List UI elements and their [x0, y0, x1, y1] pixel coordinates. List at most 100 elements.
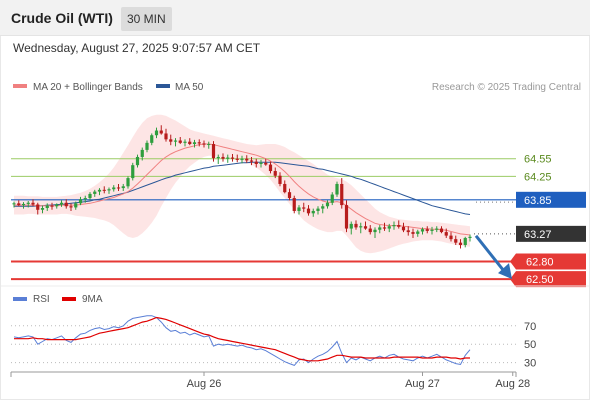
candle-body	[321, 206, 325, 209]
candle-body	[150, 135, 154, 143]
bollinger-band	[14, 114, 470, 254]
candle-body	[116, 187, 121, 189]
interval-button[interactable]: 30 MIN	[121, 7, 172, 31]
candle-body	[406, 230, 410, 233]
candle-body	[449, 235, 453, 240]
instrument-title: Crude Oil (WTI)	[11, 10, 113, 26]
legend-label-ma50: MA 50	[175, 82, 204, 93]
candle	[40, 205, 45, 214]
candle	[297, 205, 301, 215]
candle-body	[340, 183, 344, 206]
candle	[349, 221, 353, 235]
candle-body	[21, 203, 26, 206]
chart-header: Crude Oil (WTI) 30 MIN	[0, 0, 590, 36]
candle-body	[131, 165, 135, 179]
candle-body	[335, 183, 339, 195]
candle-body	[197, 142, 201, 144]
candle-body	[259, 162, 263, 164]
candle	[221, 153, 225, 162]
legend-label-ma20: MA 20 + Bollinger Bands	[33, 82, 143, 93]
candle-body	[31, 202, 35, 205]
candle-body	[454, 239, 458, 243]
x-axis-label: Aug 28	[495, 378, 530, 390]
rsi-level-label: 50	[524, 339, 536, 351]
candle	[150, 133, 154, 146]
candle	[416, 229, 420, 237]
candle-body	[240, 158, 244, 160]
candle-body	[411, 232, 415, 234]
candle-body	[325, 202, 330, 207]
legend-swatch-ma20	[13, 84, 27, 88]
candle	[74, 201, 78, 210]
candle-body	[88, 193, 92, 199]
candle-body	[159, 130, 163, 134]
candle-body	[463, 237, 467, 246]
candle	[97, 188, 102, 196]
candle	[368, 225, 372, 235]
pivot-level-label: 63.85	[524, 195, 552, 207]
candle-body	[97, 189, 102, 192]
candle-body	[36, 204, 40, 210]
candle-body	[192, 142, 197, 145]
rsi-ma-legend-swatch	[62, 297, 76, 301]
candle	[435, 226, 439, 233]
candle	[273, 167, 277, 179]
candle-body	[26, 202, 30, 204]
candle	[192, 139, 197, 148]
candle	[287, 188, 292, 201]
candle	[135, 154, 140, 168]
candle	[311, 208, 315, 217]
candle	[420, 227, 425, 235]
candle-body	[74, 203, 78, 208]
candle	[116, 183, 121, 191]
candle-body	[468, 236, 472, 238]
candle	[330, 192, 334, 206]
candle	[207, 141, 211, 149]
candle	[425, 226, 429, 234]
candle	[126, 176, 130, 189]
candle-body	[126, 178, 130, 187]
rsi-line	[13, 315, 471, 366]
candle	[463, 236, 467, 248]
candle-body	[93, 191, 97, 194]
candle	[259, 159, 263, 168]
rsi-ma-legend-label: 9MA	[82, 294, 103, 305]
candle-body	[50, 205, 54, 207]
candle	[102, 186, 106, 194]
candle	[121, 183, 125, 191]
candle-body	[164, 133, 168, 140]
candle-body	[401, 226, 406, 231]
candle	[178, 136, 182, 145]
candle	[264, 158, 268, 166]
candle-body	[254, 161, 258, 164]
support-level-label: 62.50	[526, 274, 554, 286]
candle	[240, 155, 244, 164]
candle-body	[292, 198, 296, 211]
rsi-ma-line	[14, 316, 470, 362]
candle-body	[78, 199, 83, 204]
x-axis-label: Aug 26	[187, 378, 222, 390]
candle-body	[64, 202, 68, 207]
candle	[325, 200, 330, 209]
candle-body	[397, 225, 401, 227]
candle	[230, 154, 235, 162]
candle-body	[330, 194, 334, 203]
candle-body	[121, 186, 125, 189]
candle	[197, 139, 201, 147]
candle	[202, 140, 206, 148]
candle	[430, 226, 434, 235]
candle-body	[278, 175, 282, 184]
candle	[107, 187, 111, 194]
candle	[283, 180, 287, 194]
candle	[335, 181, 339, 197]
candle	[59, 200, 64, 207]
candle-body	[169, 139, 173, 142]
candle	[439, 226, 444, 234]
candle	[154, 127, 159, 139]
candle-body	[178, 140, 182, 143]
candle-body	[268, 164, 273, 172]
candle-body	[107, 189, 111, 191]
candle	[93, 189, 97, 197]
candle	[406, 226, 410, 236]
